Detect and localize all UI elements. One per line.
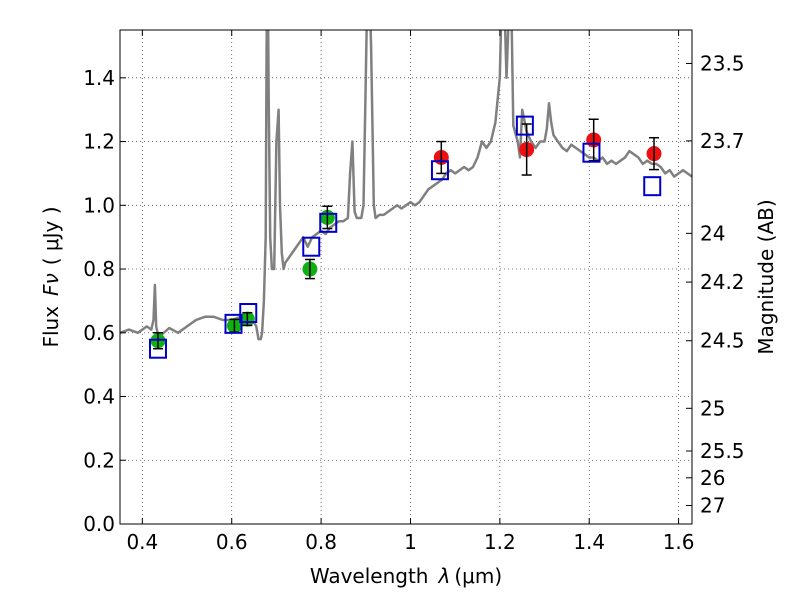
model-square [224, 313, 243, 334]
y-tick-label: 0.0 [83, 512, 115, 536]
plot-frame [119, 29, 693, 525]
y-tick-label: 1.4 [83, 66, 115, 90]
y-tick-label: 0.2 [83, 448, 115, 472]
magnitude-tick-label: 26 [700, 466, 725, 490]
y2-axis-title: Magnitude (AB) [754, 199, 778, 354]
magnitude-tick-label: 25 [700, 396, 725, 420]
magnitude-tick-label: 23.5 [700, 51, 745, 75]
model-square [582, 142, 601, 163]
x-tick-label: 1 [404, 530, 417, 554]
model-square [148, 338, 167, 359]
magnitude-tick-label: 25.5 [700, 439, 745, 463]
spectrum-line [120, 30, 692, 341]
magnitude-tick-label: 23.7 [700, 129, 745, 153]
x-tick-label: 0.8 [305, 530, 337, 554]
x-tick-label: 0.4 [126, 530, 158, 554]
magnitude-tick-label: 24.5 [700, 329, 745, 353]
magnitude-tick-label: 24 [700, 221, 725, 245]
x-tick-label: 0.6 [216, 530, 248, 554]
model-square [515, 115, 534, 136]
y-tick-label: 1.0 [83, 193, 115, 217]
model-square [319, 212, 338, 233]
y-axis-title: FluxFν( μJy ) [39, 206, 63, 347]
grid-layer [120, 30, 692, 525]
x-tick-label: 1.4 [573, 530, 605, 554]
y-tick-label: 0.4 [83, 385, 115, 409]
y-tick-label: 0.8 [83, 257, 115, 281]
x-tick-label: 1.2 [484, 530, 516, 554]
y-tick-label: 0.6 [83, 321, 115, 345]
x-axis-title: Wavelength λ (μm) [310, 564, 502, 588]
spectrum-layer [120, 30, 692, 341]
points-layer [148, 115, 662, 359]
model-square [643, 176, 662, 197]
magnitude-tick-label: 24.2 [700, 270, 745, 294]
ticks-layer: 0.4 0.6 0.8 1 1.2 1.4 1.6 0.0 0.2 0.4 0.6 0.8 1.0 1.2… [83, 30, 745, 554]
magnitude-tick-label: 27 [700, 494, 725, 518]
y-tick-label: 1.2 [83, 130, 115, 154]
x-tick-label: 1.6 [663, 530, 695, 554]
model-square [302, 236, 321, 257]
model-square [239, 303, 258, 324]
model-square [430, 160, 449, 181]
